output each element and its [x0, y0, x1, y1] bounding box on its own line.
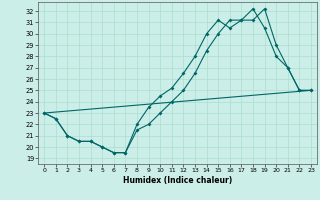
X-axis label: Humidex (Indice chaleur): Humidex (Indice chaleur) — [123, 176, 232, 185]
